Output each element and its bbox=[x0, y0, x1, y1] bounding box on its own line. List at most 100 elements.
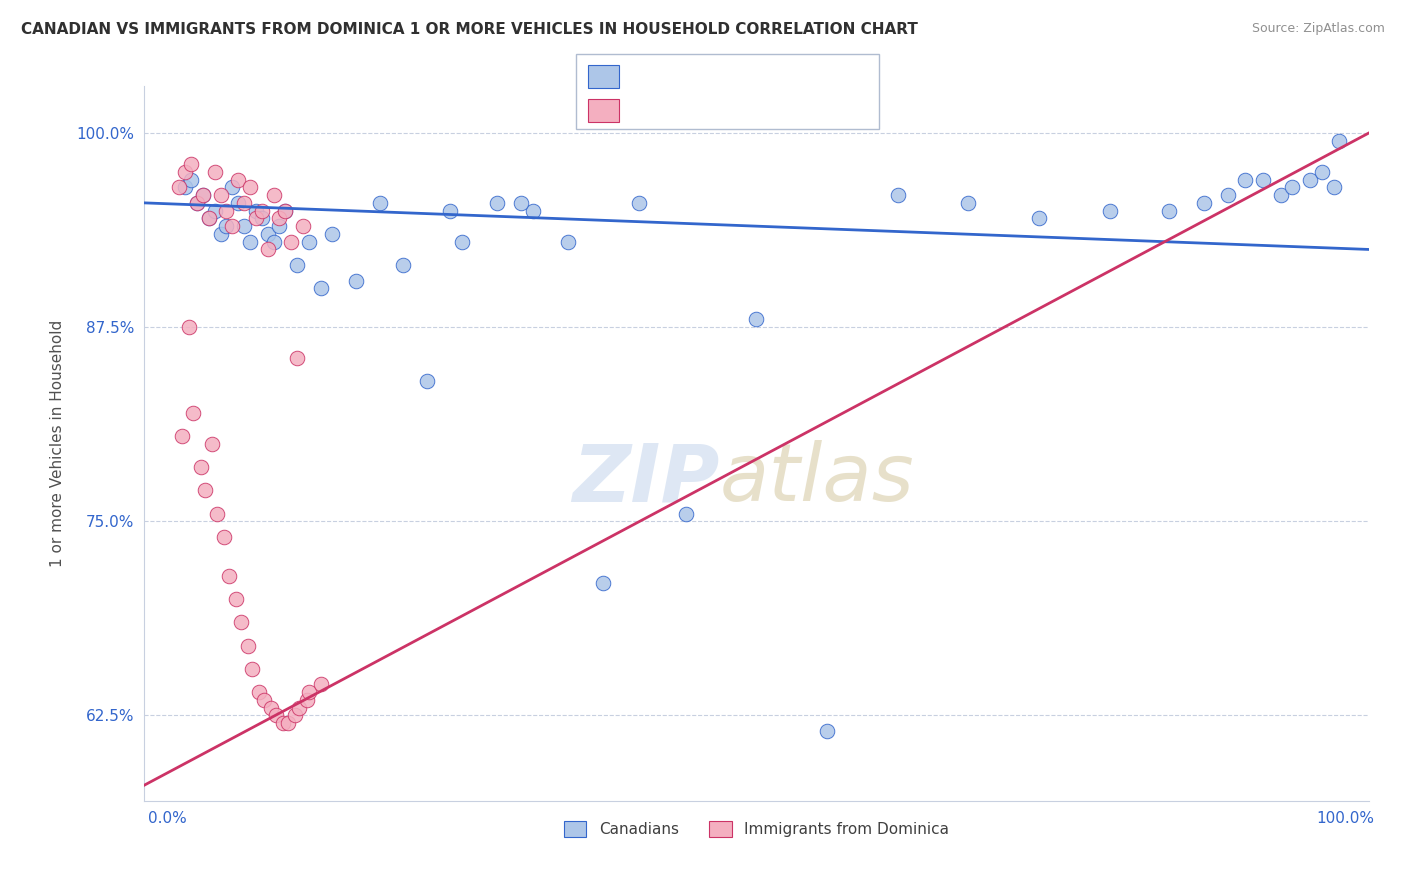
Legend: Canadians, Immigrants from Dominica: Canadians, Immigrants from Dominica bbox=[557, 815, 956, 843]
Point bbox=[298, 685, 321, 699]
Point bbox=[256, 243, 278, 257]
Point bbox=[226, 172, 249, 186]
Point bbox=[1192, 195, 1215, 210]
Point bbox=[233, 219, 256, 234]
Point bbox=[194, 483, 217, 498]
Point bbox=[245, 211, 267, 226]
Text: N =: N = bbox=[738, 99, 775, 117]
Point bbox=[240, 662, 263, 676]
Point bbox=[392, 258, 415, 272]
Point bbox=[229, 615, 252, 630]
Point bbox=[253, 693, 276, 707]
Point bbox=[236, 639, 259, 653]
Point bbox=[295, 693, 318, 707]
Point bbox=[439, 203, 461, 218]
Point bbox=[183, 406, 205, 420]
Point bbox=[627, 195, 650, 210]
Point bbox=[226, 195, 249, 210]
Text: R =: R = bbox=[630, 99, 666, 117]
Text: R =: R = bbox=[630, 70, 666, 87]
Point bbox=[1216, 188, 1239, 202]
Point bbox=[815, 723, 838, 738]
Point bbox=[271, 716, 294, 731]
Point bbox=[239, 235, 262, 249]
Point bbox=[1329, 134, 1351, 148]
Point bbox=[509, 195, 531, 210]
Point bbox=[1234, 172, 1257, 186]
Point bbox=[180, 172, 202, 186]
Point bbox=[256, 227, 278, 241]
Text: atlas: atlas bbox=[720, 441, 914, 518]
Point bbox=[263, 235, 285, 249]
Point bbox=[177, 320, 200, 334]
Point bbox=[221, 219, 243, 234]
Point bbox=[209, 188, 232, 202]
Point bbox=[887, 188, 910, 202]
Text: 46: 46 bbox=[773, 99, 796, 117]
Point bbox=[1281, 180, 1303, 194]
Point bbox=[263, 188, 285, 202]
Point bbox=[592, 576, 614, 591]
Point bbox=[1028, 211, 1050, 226]
Text: ZIP: ZIP bbox=[572, 441, 720, 518]
Point bbox=[344, 273, 367, 287]
Point bbox=[269, 211, 291, 226]
Point bbox=[218, 568, 240, 582]
Point bbox=[174, 165, 197, 179]
Point bbox=[451, 235, 474, 249]
Point bbox=[180, 157, 202, 171]
Point bbox=[285, 351, 308, 366]
Y-axis label: 1 or more Vehicles in Household: 1 or more Vehicles in Household bbox=[51, 320, 65, 567]
Point bbox=[215, 219, 238, 234]
Point bbox=[264, 708, 287, 723]
Point bbox=[415, 375, 437, 389]
Point bbox=[557, 235, 579, 249]
Point bbox=[957, 195, 980, 210]
Text: -0.070: -0.070 bbox=[665, 70, 724, 87]
Point bbox=[277, 716, 299, 731]
Text: N =: N = bbox=[738, 70, 775, 87]
Point bbox=[197, 211, 219, 226]
Point bbox=[284, 708, 307, 723]
Point bbox=[274, 203, 297, 218]
Text: 52: 52 bbox=[773, 70, 796, 87]
Point bbox=[191, 188, 214, 202]
Point bbox=[1270, 188, 1292, 202]
Point bbox=[245, 203, 267, 218]
Point bbox=[233, 195, 256, 210]
Point bbox=[197, 211, 219, 226]
Point bbox=[298, 235, 321, 249]
Point bbox=[250, 203, 273, 218]
Point bbox=[285, 258, 308, 272]
Point bbox=[1157, 203, 1180, 218]
Point bbox=[1098, 203, 1121, 218]
Point bbox=[1299, 172, 1322, 186]
Point bbox=[1310, 165, 1333, 179]
Point bbox=[190, 459, 212, 474]
Point bbox=[209, 227, 232, 241]
Text: 0.426: 0.426 bbox=[665, 99, 724, 117]
Point bbox=[291, 219, 314, 234]
Point bbox=[745, 312, 768, 326]
Point bbox=[212, 530, 235, 544]
Point bbox=[288, 700, 311, 714]
Point bbox=[205, 507, 228, 521]
Point bbox=[174, 180, 197, 194]
Point bbox=[215, 203, 238, 218]
Point bbox=[221, 180, 243, 194]
Point bbox=[368, 195, 391, 210]
Point bbox=[201, 436, 224, 450]
Point bbox=[675, 507, 697, 521]
Point bbox=[260, 700, 283, 714]
Text: CANADIAN VS IMMIGRANTS FROM DOMINICA 1 OR MORE VEHICLES IN HOUSEHOLD CORRELATION: CANADIAN VS IMMIGRANTS FROM DOMINICA 1 O… bbox=[21, 22, 918, 37]
Point bbox=[191, 188, 214, 202]
Point bbox=[280, 235, 302, 249]
Point bbox=[204, 165, 226, 179]
Text: Source: ZipAtlas.com: Source: ZipAtlas.com bbox=[1251, 22, 1385, 36]
Point bbox=[169, 180, 191, 194]
Point bbox=[309, 281, 332, 295]
Point bbox=[250, 211, 273, 226]
Point bbox=[249, 685, 271, 699]
Point bbox=[239, 180, 262, 194]
Point bbox=[309, 677, 332, 691]
